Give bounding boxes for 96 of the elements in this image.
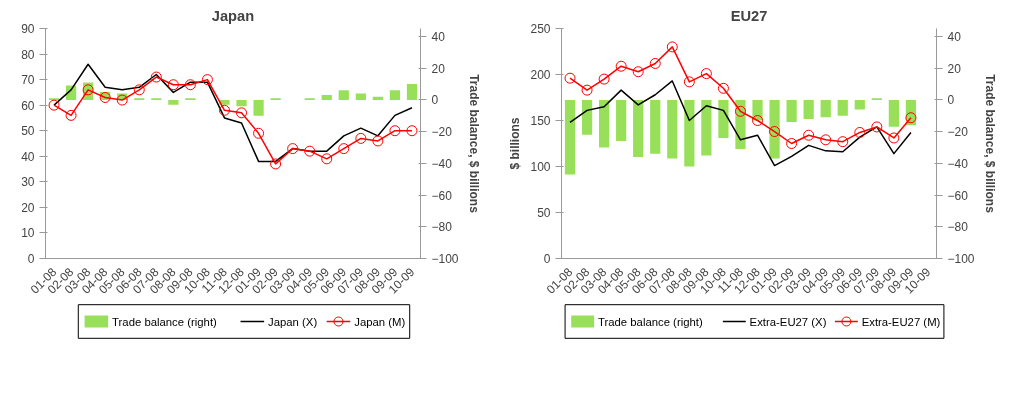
y2-tick-label: 20 — [947, 61, 962, 76]
y2-tick-label: −60 — [431, 188, 453, 203]
y-tick-label: 80 — [21, 47, 35, 62]
point — [338, 143, 350, 155]
point — [837, 136, 849, 148]
y-tick-label: 20 — [21, 200, 35, 215]
point — [683, 76, 695, 88]
y-tick-label: 0 — [27, 252, 35, 266]
point — [82, 84, 94, 96]
line-series — [569, 80, 912, 167]
point — [649, 57, 661, 69]
point — [769, 126, 781, 138]
y-tick-label: 50 — [537, 206, 551, 220]
point — [236, 107, 248, 119]
y2-tick-label: 20 — [431, 61, 446, 76]
y2-tick-label: 40 — [431, 29, 446, 44]
point — [321, 153, 333, 165]
y-tick-label: 250 — [530, 22, 551, 36]
y-tick-label: 10 — [21, 226, 35, 241]
point — [184, 79, 196, 91]
legend-label: Extra-EU27 (X) — [749, 315, 827, 328]
point — [632, 66, 644, 78]
point — [372, 135, 384, 147]
point — [888, 132, 900, 144]
y2-tick-label: −20 — [947, 125, 969, 140]
chart-title: Japan — [211, 7, 255, 24]
point — [304, 145, 316, 157]
y2-axis-title: Trade balance, $ billions — [466, 74, 481, 214]
y-tick-label: 100 — [530, 160, 551, 174]
bar — [253, 99, 264, 116]
y2-tick-label: −100 — [947, 252, 975, 266]
point — [786, 138, 798, 149]
point — [871, 121, 883, 133]
bar — [406, 84, 418, 100]
legend-label: Japan (X) — [268, 315, 318, 328]
y2-tick-label: −20 — [431, 125, 453, 140]
point — [287, 143, 299, 155]
bar — [338, 90, 349, 100]
point — [803, 129, 815, 141]
point — [854, 126, 866, 138]
y-tick-label: 90 — [21, 22, 35, 36]
point — [201, 74, 213, 86]
y2-axis-title: Trade balance, $ billions — [982, 74, 997, 214]
point — [253, 127, 265, 139]
point — [355, 132, 367, 144]
point — [581, 84, 593, 96]
point — [218, 104, 230, 116]
y2-tick-label: 0 — [947, 93, 955, 108]
bar — [355, 93, 366, 100]
y-tick-label: 200 — [530, 68, 551, 82]
y-tick-label: 60 — [21, 98, 35, 113]
legend-label: Japan (M) — [354, 315, 406, 328]
y2-tick-label: 0 — [431, 93, 439, 108]
point — [598, 73, 610, 85]
point — [717, 82, 729, 94]
y-tick-label: 0 — [543, 252, 551, 266]
point — [167, 79, 179, 91]
point — [666, 41, 678, 53]
point — [820, 134, 832, 146]
y-axis-title: $ billions — [508, 117, 523, 170]
chart-title: EU27 — [730, 7, 768, 24]
y2-tick-label: −60 — [947, 188, 969, 203]
point — [116, 94, 128, 106]
line-series — [53, 63, 413, 163]
y-tick-label: 50 — [21, 124, 35, 139]
y-tick-label: 40 — [21, 149, 35, 164]
y2-tick-label: −40 — [947, 156, 969, 171]
point — [905, 112, 917, 124]
y-tick-label: 70 — [21, 73, 35, 88]
point — [48, 99, 60, 111]
legend-label: Extra-EU27 (M) — [861, 315, 941, 328]
legend-label: Trade balance (right) — [597, 315, 703, 328]
bar — [389, 90, 401, 100]
point — [564, 72, 576, 84]
point — [150, 71, 162, 83]
y-tick-label: 150 — [530, 114, 551, 128]
bar — [236, 99, 247, 107]
y2-tick-label: −100 — [431, 252, 459, 266]
point — [270, 158, 282, 170]
point — [133, 84, 145, 96]
y2-tick-label: 40 — [947, 29, 962, 44]
point — [65, 109, 77, 121]
point — [406, 125, 418, 137]
bar — [321, 95, 332, 100]
y-tick-label: 30 — [21, 175, 35, 190]
legend-label: Trade balance (right) — [112, 315, 218, 328]
point — [615, 60, 627, 72]
bar — [372, 96, 383, 100]
y2-tick-label: −80 — [947, 220, 969, 235]
y2-tick-label: −80 — [431, 220, 453, 235]
point — [389, 125, 401, 137]
bar — [168, 99, 179, 105]
point — [752, 115, 764, 126]
point — [734, 105, 746, 117]
y2-tick-label: −40 — [431, 156, 453, 171]
point — [700, 68, 712, 80]
